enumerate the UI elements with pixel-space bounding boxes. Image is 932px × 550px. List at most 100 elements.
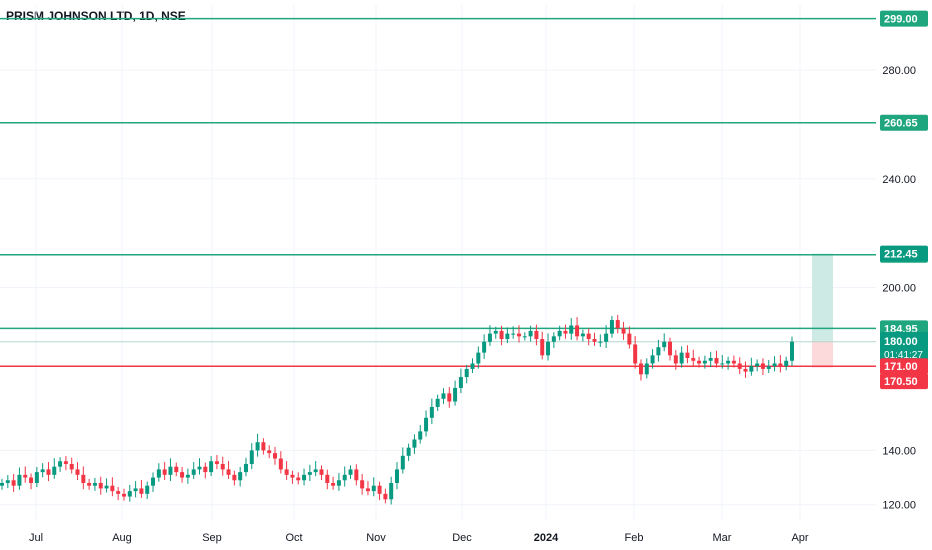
last-price-tag-bg [880, 331, 928, 362]
candle-body [424, 417, 429, 432]
candle-body [63, 461, 68, 464]
candle-body [476, 352, 481, 364]
candle-body [209, 461, 214, 473]
candle-body [110, 485, 115, 492]
candle-body [145, 485, 150, 494]
candle-body [516, 333, 521, 337]
candle-body [302, 474, 307, 481]
candle-body [534, 330, 539, 340]
candle-body [586, 333, 591, 340]
candle-body [98, 482, 103, 489]
candle-body [429, 406, 434, 418]
candle-body [714, 358, 719, 364]
candle-body [23, 474, 28, 478]
target-tag-bg [880, 245, 928, 262]
candle-body [58, 461, 63, 467]
candle-body [121, 493, 126, 497]
x-tick-label: Dec [452, 532, 472, 544]
candle-body [331, 482, 336, 486]
candle-body [11, 480, 16, 486]
candle-body [441, 393, 446, 399]
candle-body [255, 442, 260, 451]
candle-body [760, 363, 765, 369]
candle-body [92, 482, 97, 486]
candle-body [540, 339, 545, 356]
candle-body [580, 333, 585, 337]
candle-body [249, 450, 254, 464]
candle-body [656, 347, 661, 356]
level-tag-bg [880, 114, 928, 131]
candle-body [435, 398, 440, 407]
candle-body [743, 368, 748, 372]
x-tick-label: Apr [791, 532, 808, 544]
candle-body [598, 341, 603, 343]
candle-body [273, 453, 278, 459]
x-tick-label: Mar [713, 532, 732, 544]
support-tag: 171.00 [884, 361, 918, 373]
candle-body [151, 477, 156, 486]
candle-body [569, 325, 574, 334]
candle-body [284, 469, 289, 475]
candle-body [5, 480, 10, 483]
candle-body [52, 466, 57, 475]
candle-body [697, 360, 702, 364]
candle-body [290, 474, 295, 478]
candle-body [226, 469, 231, 475]
candle-body [40, 469, 45, 473]
candle-body [0, 482, 4, 486]
candle-body [418, 431, 423, 440]
stop-tag: 170.50 [884, 376, 918, 388]
countdown-tag: 01:41:27 [884, 350, 923, 361]
candle-body [278, 458, 283, 470]
candle-body [668, 341, 673, 356]
x-tick-label: Aug [112, 532, 132, 544]
candle-body [464, 368, 469, 378]
candle-body [453, 387, 458, 402]
candle-body [354, 469, 359, 481]
candle-body [17, 474, 22, 486]
candle-body [563, 330, 568, 334]
candle-body [551, 336, 556, 342]
last-price-tag: 180.00 [884, 336, 918, 348]
candle-body [360, 480, 365, 489]
candle-body [749, 366, 754, 372]
candle-body [702, 360, 707, 364]
candle-body [499, 330, 504, 340]
candle-body [127, 491, 132, 497]
candle-body [307, 472, 312, 475]
x-tick-label: Feb [625, 532, 644, 544]
candle-body [185, 474, 190, 478]
candle-body [505, 333, 510, 340]
level-tag: 299.00 [884, 14, 918, 26]
y-tick-label: 280.00 [882, 65, 916, 77]
candle-body [726, 360, 731, 364]
chart-title: PRISM JOHNSON LTD, 1D, NSE [6, 9, 186, 23]
candle-body [766, 366, 771, 369]
y-tick-label: 120.00 [882, 500, 916, 512]
candle-body [395, 469, 399, 483]
candle-body [371, 485, 376, 492]
candle-body [546, 341, 551, 356]
y-tick-label: 240.00 [882, 174, 916, 186]
candle-body [383, 493, 388, 500]
level-tag: 260.65 [884, 118, 918, 130]
candle-body [778, 363, 783, 367]
candle-body [238, 472, 243, 481]
candle-body [389, 482, 394, 500]
candle-body [133, 488, 138, 492]
candle-body [29, 477, 34, 483]
candle-body [34, 472, 39, 483]
stop-tag-bg [880, 373, 928, 390]
candle-body [790, 341, 794, 361]
candle-body [644, 363, 649, 375]
candle-body [482, 341, 487, 353]
candle-body [621, 328, 626, 334]
candle-body [214, 461, 219, 464]
candle-body [609, 320, 614, 334]
candle-body [511, 333, 516, 335]
candle-body [412, 439, 417, 448]
candle-body [708, 358, 713, 361]
candle-body [220, 463, 225, 470]
candle-body [755, 363, 760, 367]
